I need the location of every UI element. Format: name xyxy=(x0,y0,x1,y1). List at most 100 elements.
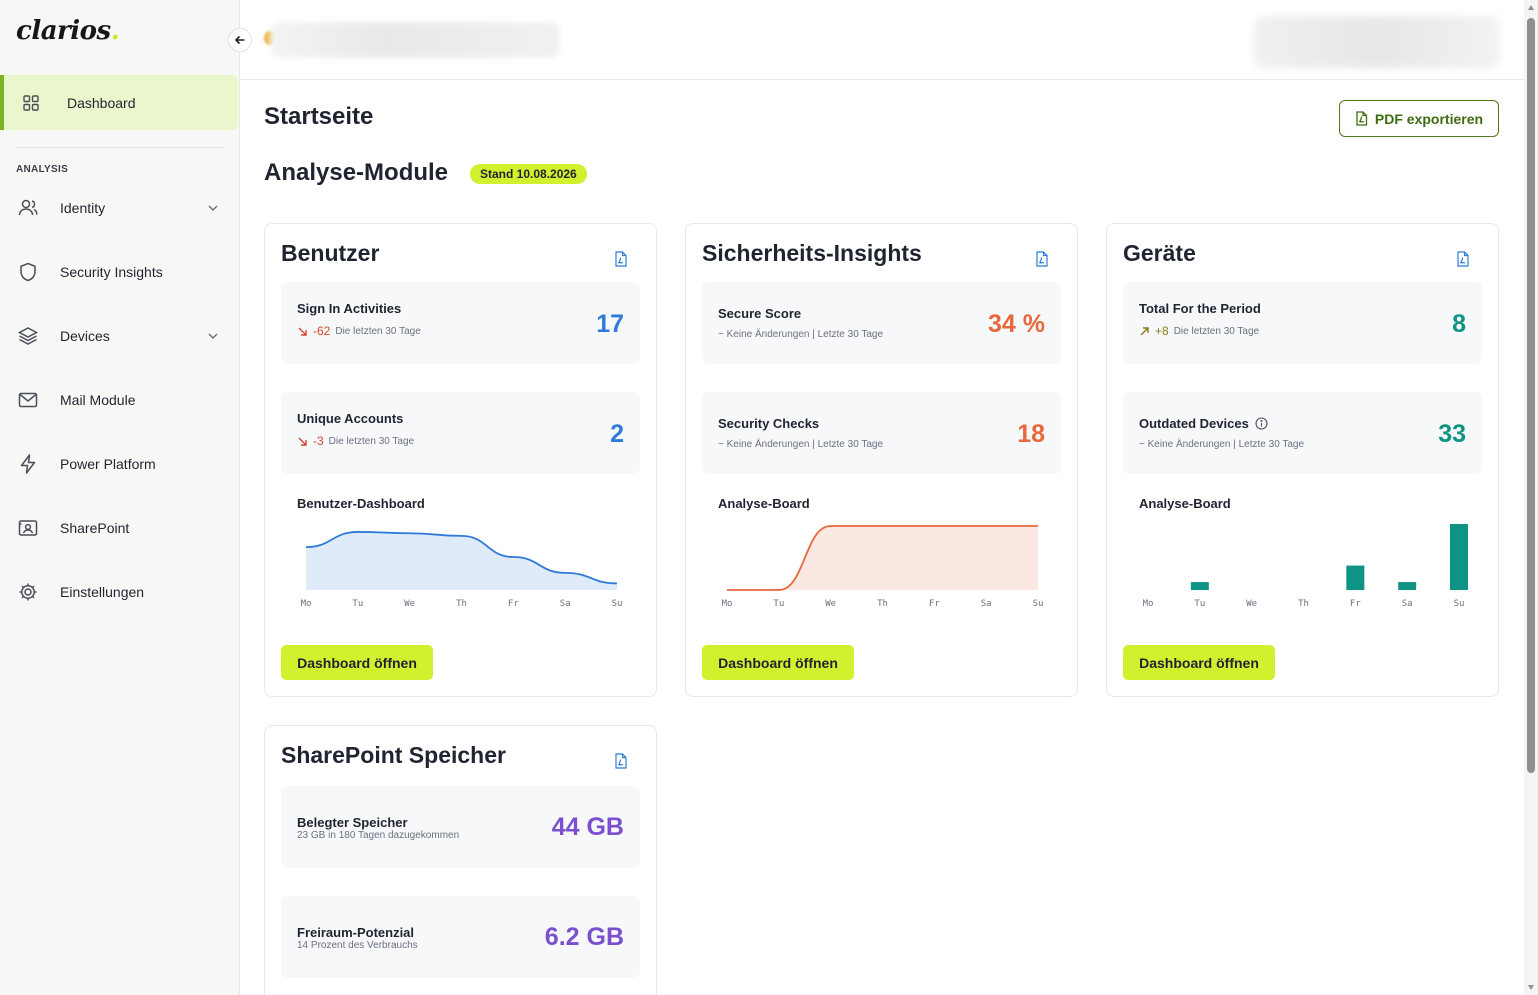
x-tick-label: We xyxy=(404,599,415,609)
metric-unique-accounts[interactable]: Unique Accounts -3 Die letzten 30 Tage 2 xyxy=(281,392,640,474)
x-tick-label: Th xyxy=(456,599,467,609)
info-icon[interactable] xyxy=(1255,417,1268,430)
metric-label: Freiraum-Potenzial xyxy=(297,925,415,940)
pdf-export-button[interactable]: PDF exportieren xyxy=(1339,100,1499,137)
metric-trend: -62 Die letzten 30 Tage xyxy=(297,324,421,338)
x-tick-label: Su xyxy=(1454,599,1465,609)
series-line xyxy=(305,531,618,585)
chart-title: Analyse-Board xyxy=(1139,496,1231,511)
metric-secure-score[interactable]: Secure Score ~ Keine Änderungen | Letzte… xyxy=(702,282,1061,364)
bar-fr xyxy=(1346,565,1365,590)
metric-trend: -3 Die letzten 30 Tage xyxy=(297,434,414,448)
top-bar xyxy=(240,0,1524,80)
metric-delta: +8 xyxy=(1155,324,1169,338)
metric-value: 18 xyxy=(1017,420,1045,448)
open-dashboard-button[interactable]: Dashboard öffnen xyxy=(281,645,433,680)
geraete-bar-chart[interactable]: Mo Tu We Th Fr Sa Su xyxy=(1131,516,1471,616)
metric-label: Secure Score xyxy=(718,306,802,321)
metric-label-row: Outdated Devices xyxy=(1139,416,1268,431)
x-tick-label: Sa xyxy=(560,599,571,609)
pdf-icon[interactable] xyxy=(614,753,628,769)
benutzer-area-chart[interactable]: Mo Tu We Th Fr Sa Su xyxy=(289,516,629,616)
metric-delta: -3 xyxy=(313,434,324,448)
metric-sub: 23 GB in 180 Tagen dazugekommen xyxy=(297,830,460,841)
pdf-icon[interactable] xyxy=(614,251,628,267)
metric-period: Die letzten 30 Tage xyxy=(1173,325,1260,337)
chart-title: Benutzer-Dashboard xyxy=(297,496,425,511)
metric-freiraum-potenzial[interactable]: Freiraum-Potenzial 14 Prozent des Verbra… xyxy=(281,896,640,978)
x-tick-label: Su xyxy=(1033,599,1044,609)
bar-tu xyxy=(1190,582,1209,590)
page-scrollbar[interactable] xyxy=(1524,0,1538,995)
chart-title: Analyse-Board xyxy=(718,496,810,511)
pdf-icon[interactable] xyxy=(1035,251,1049,267)
blurred-user-profile[interactable] xyxy=(1254,16,1500,68)
sidebar: clarios. Dashboard ANALYSIS Identity Sec… xyxy=(0,0,240,995)
metric-label: Sign In Activities xyxy=(297,301,402,316)
metric-sign-in-activities[interactable]: Sign In Activities -62 Die letzten 30 Ta… xyxy=(281,282,640,364)
x-tick-label: Sa xyxy=(981,599,992,609)
area-fill xyxy=(727,525,1038,590)
collapse-sidebar-button[interactable] xyxy=(228,28,252,52)
sidebar-item-label: Mail Module xyxy=(60,392,136,408)
modules-title: Analyse-Module xyxy=(264,159,449,186)
x-tick-label: Tu xyxy=(1194,599,1205,609)
card-title: Sicherheits-Insights xyxy=(702,240,922,266)
sidebar-item-label: SharePoint xyxy=(60,520,130,536)
card-benutzer: Benutzer Sign In Activities -62 Die letz… xyxy=(264,223,657,697)
metric-value: 33 xyxy=(1438,420,1466,448)
metric-label: Security Checks xyxy=(718,416,820,431)
metric-sub: 14 Prozent des Verbrauchs xyxy=(297,940,418,951)
arrow-left-icon xyxy=(234,35,245,45)
scroll-down-icon[interactable] xyxy=(1527,982,1535,992)
sidebar-item-devices[interactable]: Devices xyxy=(0,316,238,356)
x-tick-label: Su xyxy=(612,599,623,609)
metric-label: Unique Accounts xyxy=(297,411,404,426)
x-tick-label: Th xyxy=(877,599,888,609)
metric-belegter-speicher[interactable]: Belegter Speicher 23 GB in 180 Tagen daz… xyxy=(281,786,640,868)
card-title: Geräte xyxy=(1123,240,1196,266)
x-tick-label: We xyxy=(825,599,836,609)
sidebar-item-identity[interactable]: Identity xyxy=(0,188,238,228)
scrollbar-thumb[interactable] xyxy=(1527,18,1535,773)
x-tick-label: Th xyxy=(1298,599,1309,609)
trend-down-icon xyxy=(298,327,307,336)
metric-outdated-devices[interactable]: Outdated Devices ~ Keine Änderungen | Le… xyxy=(1123,392,1482,474)
scroll-up-icon[interactable] xyxy=(1527,3,1535,13)
sidebar-item-label: Power Platform xyxy=(60,456,156,472)
metric-value: 2 xyxy=(610,420,624,448)
bar-su xyxy=(1450,524,1468,590)
x-tick-label: Fr xyxy=(929,599,940,609)
metric-sub: ~ Keine Änderungen | Letzte 30 Tage xyxy=(718,439,884,450)
card-security-insights: Sicherheits-Insights Secure Score ~ Kein… xyxy=(685,223,1078,697)
sidebar-item-label: Identity xyxy=(60,200,106,216)
pdf-file-icon xyxy=(1356,111,1368,126)
card-title: Benutzer xyxy=(281,240,380,266)
card-geraete: Geräte Total For the Period +8 Die letzt… xyxy=(1106,223,1499,697)
sidebar-item-label: Security Insights xyxy=(60,264,163,280)
card-sharepoint-speicher: SharePoint Speicher Belegter Speicher 23… xyxy=(264,725,657,995)
bar-sa xyxy=(1398,582,1417,590)
metric-delta: -62 xyxy=(313,324,331,338)
security-area-chart[interactable]: Mo Tu We Th Fr Sa Su xyxy=(710,516,1050,616)
sidebar-item-label: Devices xyxy=(60,328,110,344)
sidebar-item-security-insights[interactable]: Security Insights xyxy=(0,252,238,292)
sidebar-item-sharepoint[interactable]: SharePoint xyxy=(0,508,238,548)
logo[interactable]: clarios. xyxy=(16,16,120,46)
open-dashboard-button[interactable]: Dashboard öffnen xyxy=(1123,645,1275,680)
chevron-down-icon[interactable] xyxy=(206,201,220,215)
pdf-icon[interactable] xyxy=(1456,251,1470,267)
metric-security-checks[interactable]: Security Checks ~ Keine Änderungen | Let… xyxy=(702,392,1061,474)
sidebar-item-einstellungen[interactable]: Einstellungen xyxy=(0,572,238,612)
metric-value: 44 GB xyxy=(551,813,624,841)
x-tick-label: Mo xyxy=(1143,599,1154,609)
sidebar-item-power-platform[interactable]: Power Platform xyxy=(0,444,238,484)
area-fill xyxy=(306,531,617,590)
sidebar-item-dashboard[interactable]: Dashboard xyxy=(0,75,238,130)
open-dashboard-button[interactable]: Dashboard öffnen xyxy=(702,645,854,680)
sidebar-item-mail-module[interactable]: Mail Module xyxy=(0,380,238,420)
metric-total-for-period[interactable]: Total For the Period +8 Die letzten 30 T… xyxy=(1123,282,1482,364)
chevron-down-icon[interactable] xyxy=(206,329,220,343)
metric-value: 8 xyxy=(1452,310,1466,338)
sidebar-item-label: Einstellungen xyxy=(60,584,145,600)
